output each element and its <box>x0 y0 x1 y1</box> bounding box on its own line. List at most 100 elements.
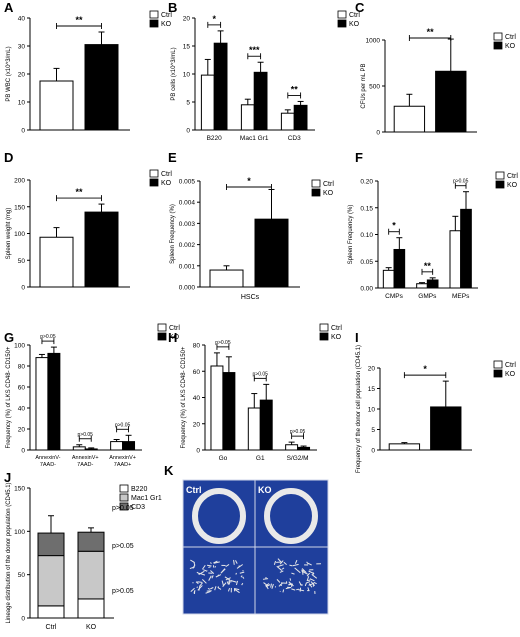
trabecular-strand <box>214 565 216 568</box>
trabecular-strand <box>224 576 231 581</box>
trabecular-strand <box>228 582 230 585</box>
trabecular-strand <box>265 584 269 590</box>
panel-b: B 0 5 10 15 20 PB cells (x10^3/mL) Ctrl KO B220 * M… <box>168 0 360 142</box>
panel-d: D 0 50 100 150 200 Spleen weight (mg) Ctrl KO ** <box>4 150 172 292</box>
bar <box>285 444 299 451</box>
significance-label: p>0.05 <box>215 340 231 346</box>
bar <box>259 399 273 451</box>
y-axis-label: PB WBC (x10^3/mL) <box>6 46 12 101</box>
trabecular-strand <box>211 575 214 579</box>
legend-swatch <box>495 180 505 189</box>
legend-swatch <box>311 179 321 188</box>
trabecular-strand <box>227 588 231 592</box>
ctrl-bone-ring <box>192 488 246 544</box>
y-tick-label: 200 <box>14 178 25 185</box>
trabecular-strand <box>201 564 206 570</box>
trabecular-strand <box>289 564 293 567</box>
x-tick-label: CMPs <box>385 293 403 300</box>
bar <box>84 211 119 288</box>
trabecular-strand <box>306 576 310 581</box>
x-tick-label: B220 <box>207 135 223 142</box>
panel-label-k: K <box>164 463 174 478</box>
trabecular-strand <box>307 587 310 591</box>
bar <box>435 70 467 133</box>
legend-label: Ctrl <box>323 181 334 188</box>
y-tick-label: 500 <box>369 84 380 91</box>
y-tick-label: 0.003 <box>179 221 196 228</box>
ko-trabecular-image <box>254 546 329 615</box>
y-tick-label: 60 <box>18 385 26 392</box>
trabecular-strand <box>277 564 284 568</box>
legend-label: KO <box>505 371 516 378</box>
trabecular-strand <box>283 561 287 566</box>
significance-label: * <box>212 14 216 24</box>
legend-label: Mac1 Gr1 <box>131 495 162 502</box>
panel-label: J <box>4 470 11 485</box>
x-tick-label: Ctrl <box>46 624 57 631</box>
significance-label: p>0.05 <box>115 422 131 428</box>
bar <box>110 441 124 451</box>
trabecular-strand <box>195 581 199 585</box>
trabecular-strand <box>196 586 199 588</box>
trabecular-strand <box>208 575 212 581</box>
y-tick-label: 5 <box>186 100 190 107</box>
trabecular-strand <box>288 581 294 587</box>
x-tick-label: MEPs <box>452 293 470 300</box>
trabecular-strand <box>282 589 285 593</box>
ko-bone-ring <box>264 488 318 544</box>
trabecular-strand <box>240 575 243 578</box>
trabecular-strand <box>197 585 203 591</box>
bar <box>47 352 61 451</box>
y-tick-label: 0 <box>376 130 380 137</box>
trabecular-strand <box>198 585 201 591</box>
legend-swatch <box>493 360 503 369</box>
trabecular-strand <box>273 560 277 565</box>
legend-swatch <box>495 171 505 180</box>
trabecular-strand <box>278 582 283 587</box>
trabecular-strand <box>196 571 201 575</box>
trabecular-strand <box>210 570 215 575</box>
y-tick-label: 15 <box>368 386 376 393</box>
trabecular-strand <box>308 583 313 588</box>
legend-swatch <box>493 41 503 50</box>
legend-label: KO <box>169 334 180 341</box>
y-tick-label: 0 <box>21 616 25 623</box>
significance-label: *** <box>249 45 260 55</box>
trabecular-strand <box>210 562 212 565</box>
trabecular-strand <box>217 587 222 590</box>
ko-trabecular-mesh <box>262 558 321 594</box>
bar <box>449 230 462 289</box>
y-tick-label: 0.000 <box>179 285 196 292</box>
stacked-segment <box>37 555 65 607</box>
bar <box>253 71 268 131</box>
legend-swatch <box>319 323 329 332</box>
y-tick-label: 10 <box>368 407 376 414</box>
panel-label: H <box>168 330 177 345</box>
legend-label: Ctrl <box>161 12 172 19</box>
bar <box>460 208 472 289</box>
y-tick-label: 20 <box>368 366 376 373</box>
y-tick-label: 50 <box>18 572 26 579</box>
trabecular-strand <box>230 579 237 583</box>
y-tick-label: 0.20 <box>360 179 373 186</box>
significance-label: p>0.05 <box>40 334 56 340</box>
legend-swatch <box>311 188 321 197</box>
y-tick-label: 60 <box>193 369 201 376</box>
trabecular-strand <box>289 578 292 581</box>
legend-label: KO <box>505 43 516 50</box>
y-tick-label: 0 <box>21 448 25 455</box>
bar <box>122 441 136 451</box>
p-value-annotation: p>0.05 <box>112 505 134 512</box>
panel-c: C 0 500 1000 CFUs per mL PB Ctrl KO ** <box>355 0 516 137</box>
trabecular-strand <box>210 587 214 590</box>
ctrl-trabecular-mesh <box>189 559 245 594</box>
y-tick-label: 0.001 <box>179 263 196 270</box>
bar <box>240 104 255 131</box>
x-tick-label: 7AAD+ <box>114 462 132 468</box>
x-tick-label: AnnexinV- <box>35 455 60 461</box>
panel-i: I 0 5 10 15 20 Frequency of the donor cell pop… <box>355 330 516 473</box>
trabecular-strand <box>222 582 227 588</box>
trabecular-strand <box>233 559 235 565</box>
panel-label: G <box>4 330 14 345</box>
